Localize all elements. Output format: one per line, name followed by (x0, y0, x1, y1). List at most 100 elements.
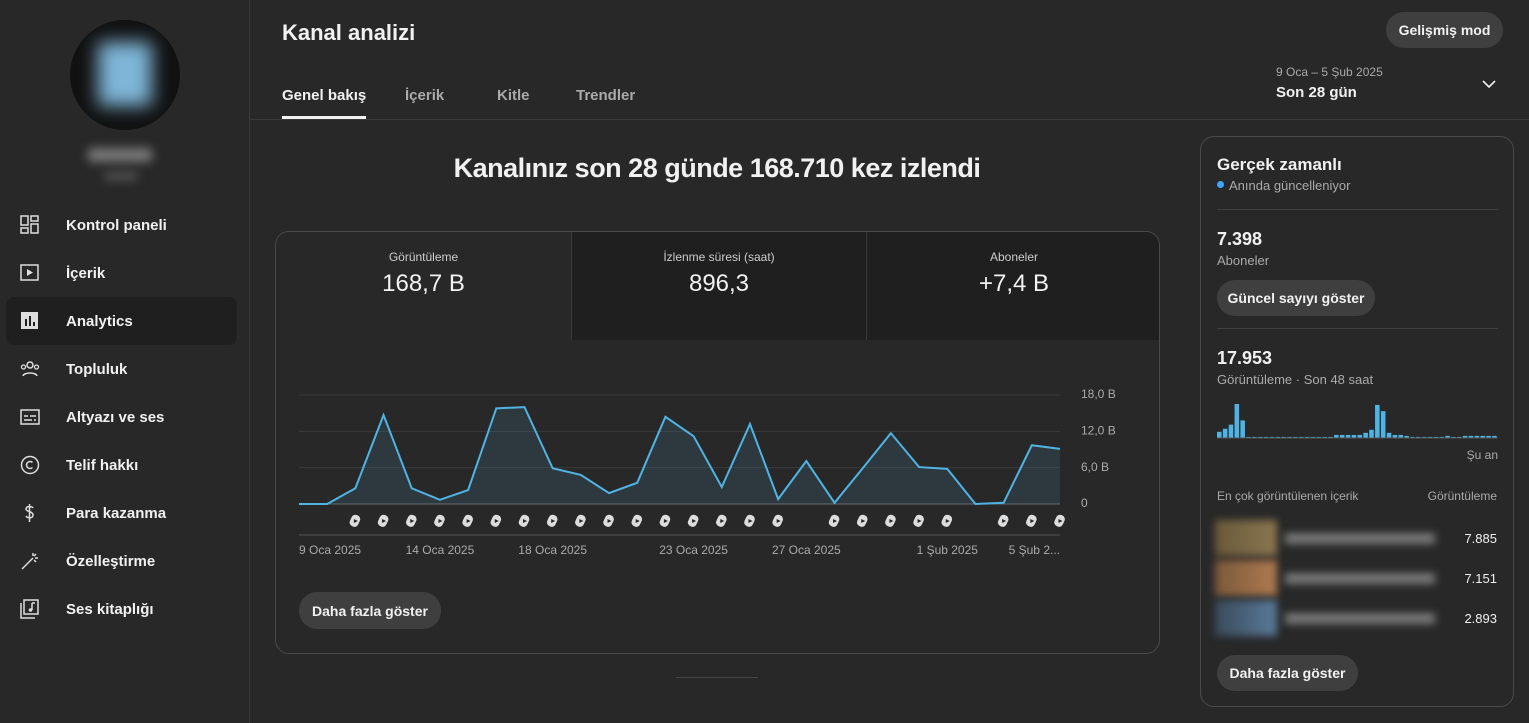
bar (1240, 420, 1245, 438)
nav-icon (20, 264, 39, 281)
nav-label: Topluluk (66, 360, 128, 378)
bar (1316, 436, 1322, 438)
nav-label: Analytics (66, 312, 133, 330)
top-views-header: Görüntüleme (1427, 489, 1497, 503)
bar (1322, 436, 1327, 438)
bar (1281, 436, 1286, 438)
bar (1228, 424, 1234, 438)
item-views: 7.885 (1464, 531, 1497, 546)
tab[interactable]: Trendler (576, 87, 636, 104)
x-tick-label: 27 Oca 2025 (772, 543, 841, 557)
shorts-icon (941, 514, 953, 527)
line (299, 406, 1061, 506)
metric-value: +7,4 B (978, 270, 1050, 297)
nav-item[interactable]: Para kazanma (6, 489, 237, 537)
shorts-icon (603, 514, 614, 527)
bar (1234, 404, 1240, 438)
period[interactable]: Son 28 gün (1276, 84, 1357, 101)
bar (1421, 436, 1427, 438)
thumbnail[interactable] (1215, 600, 1277, 636)
thumbnail[interactable] (1215, 560, 1277, 596)
nav-item[interactable]: Telif hakkı (6, 441, 237, 489)
bar (1451, 436, 1456, 438)
shorts-icon (997, 514, 1009, 527)
nav-item[interactable]: Ses kitaplığı (6, 585, 237, 633)
show-more-button[interactable]: Daha fazla göster (299, 592, 441, 629)
sidebar: Kontrol paneli İçerik Analytics Topluluk Alt… (0, 0, 250, 723)
nav-label: Özelleştirme (66, 552, 156, 570)
shorts-icon (744, 514, 755, 527)
metric-label: Aboneler (989, 250, 1039, 264)
bar (1433, 436, 1439, 438)
bar (1222, 428, 1228, 438)
bar (1246, 436, 1251, 438)
tab-underline (282, 116, 367, 119)
bar (1293, 436, 1298, 438)
bar (1386, 432, 1392, 438)
tab[interactable]: Genel bakış (282, 87, 367, 104)
nav-icon (20, 215, 39, 234)
nav-label: Para kazanma (66, 504, 167, 522)
bar (1351, 434, 1357, 438)
metric-label: Görüntüleme (388, 250, 459, 264)
tab[interactable]: İçerik (405, 87, 445, 104)
thumbnail[interactable] (1215, 520, 1277, 556)
realtime-card: Gerçek zamanlı Anında güncelleniyor 7.39… (1200, 136, 1514, 707)
bar (1439, 436, 1445, 438)
bar (1392, 434, 1398, 438)
shorts-icon (546, 514, 558, 527)
metric-value: 168,7 B (382, 270, 465, 297)
nav-icon (21, 553, 38, 570)
bar (1263, 436, 1269, 438)
advanced-mode-button[interactable]: Gelişmiş mod (1386, 12, 1503, 48)
date-range: 9 Oca – 5 Şub 2025 (1276, 65, 1383, 79)
avatar[interactable] (70, 20, 180, 130)
metric-label: İzlenme süresi (saat) (663, 250, 775, 264)
nav-item[interactable]: Topluluk (6, 345, 237, 393)
nav-icon (21, 312, 38, 329)
realtime-status: Anında güncelleniyor (1229, 178, 1351, 193)
shorts-icon (377, 514, 389, 527)
channel-name-blurred (88, 148, 152, 162)
page-title: Kanal analizi (282, 20, 416, 45)
nav-item[interactable]: İçerik (6, 249, 237, 297)
metric-tab[interactable]: Aboneler +7,4 B (866, 232, 1159, 340)
x-tick-label: 5 Şub 2... (1009, 543, 1060, 557)
shorts-icon (716, 514, 727, 527)
nav-icon (25, 504, 34, 522)
bar (1298, 436, 1304, 438)
nav-icon (20, 409, 40, 425)
bar (1345, 434, 1351, 438)
nav-label: Telif hakkı (66, 456, 139, 474)
bar (1304, 436, 1310, 438)
shorts-icon (575, 514, 586, 527)
shorts-icon (913, 514, 924, 527)
bar (1486, 435, 1491, 438)
shorts-icon (518, 514, 530, 527)
nav-item[interactable]: Altyazı ve ses (6, 393, 237, 441)
nav-item[interactable]: Analytics (6, 297, 237, 345)
shorts-icon (885, 514, 896, 527)
bar-label: Şu an (1467, 448, 1498, 462)
bar (1257, 436, 1263, 438)
shorts-icon (1026, 514, 1037, 527)
nav-item[interactable]: Özelleştirme (6, 537, 237, 585)
dropdown-icon[interactable] (1481, 78, 1497, 90)
subscriber-count: 7.398 (1217, 229, 1263, 249)
bar (1457, 436, 1462, 438)
shorts-icon (462, 514, 473, 527)
title-blurred (1285, 613, 1435, 624)
nav-item[interactable]: Kontrol paneli (6, 201, 237, 249)
metric-tab[interactable]: Görüntüleme 168,7 B (276, 232, 571, 340)
divider (1217, 209, 1498, 210)
nav-icon (20, 361, 40, 377)
item-views: 7.151 (1464, 571, 1497, 586)
shorts-icon (772, 514, 783, 527)
bar (1334, 434, 1339, 438)
y-tick-label: 18,0 B (1081, 387, 1116, 401)
current-count-button[interactable]: Güncel sayıyı göster (1217, 280, 1375, 316)
realtime-more-button[interactable]: Daha fazla göster (1217, 655, 1358, 691)
tab[interactable]: Kitle (497, 87, 530, 104)
metric-tab[interactable]: İzlenme süresi (saat) 896,3 (571, 232, 866, 340)
nav-label: İçerik (66, 264, 106, 282)
